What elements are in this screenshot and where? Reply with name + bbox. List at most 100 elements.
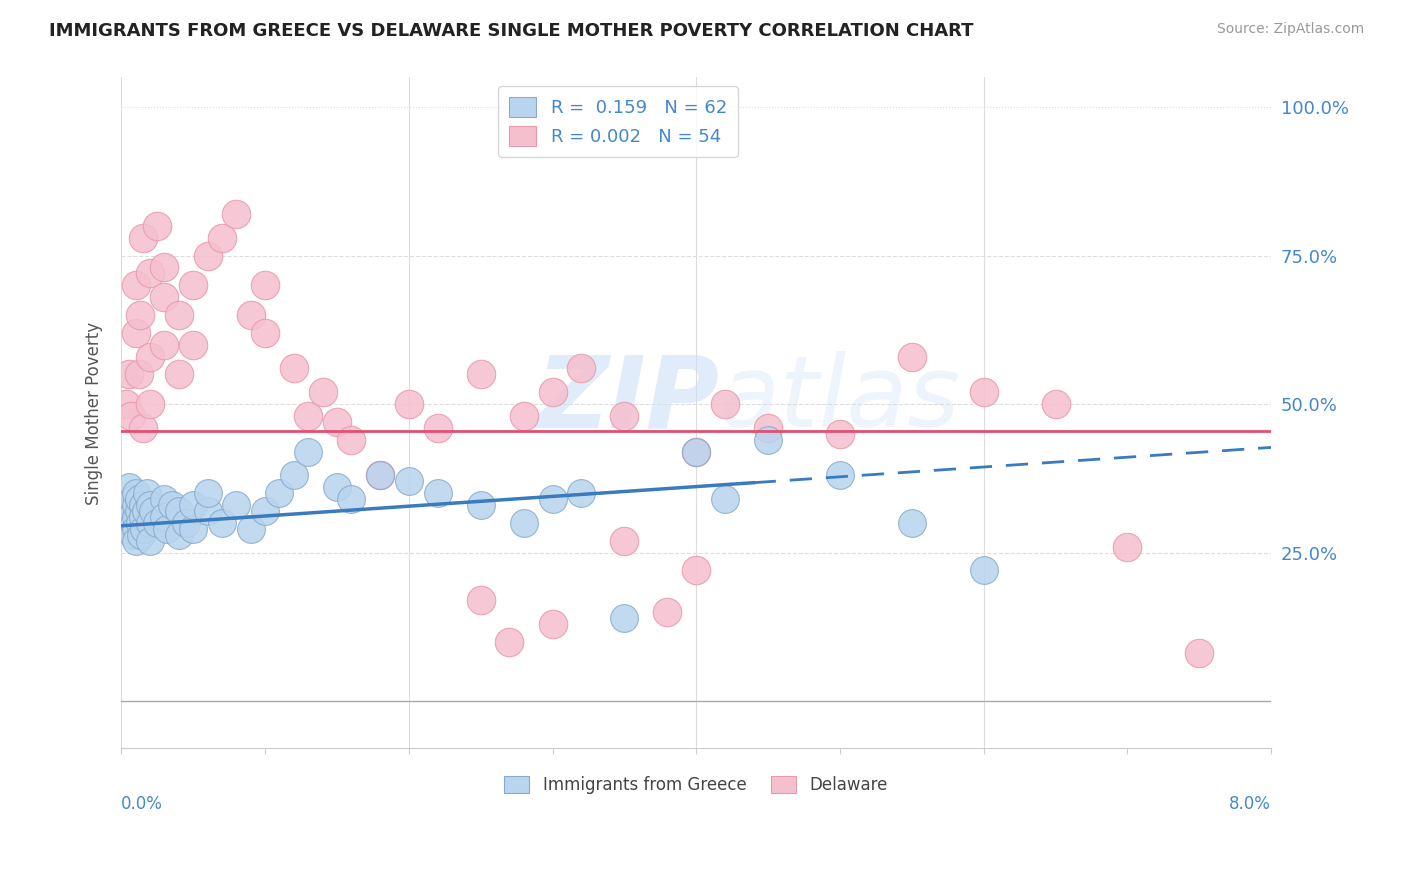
Point (139, 516, 162, 530)
Point (115, 516, 138, 530)
Point (613, 611, 636, 625)
Point (131, 527, 153, 541)
Point (132, 509, 155, 524)
Point (1116, 540, 1139, 554)
Point (1045, 397, 1067, 411)
Point (125, 278, 148, 293)
Point (125, 533, 148, 548)
Point (128, 491, 150, 506)
Point (167, 368, 190, 382)
Point (340, 491, 363, 506)
Point (254, 278, 277, 293)
Point (326, 415, 349, 429)
Point (239, 522, 262, 536)
Point (125, 486, 148, 500)
Point (685, 444, 707, 458)
Point (211, 231, 233, 245)
Point (125, 509, 148, 524)
Point (398, 397, 420, 411)
Point (239, 308, 262, 322)
Point (167, 527, 190, 541)
Point (326, 480, 349, 494)
Point (128, 368, 150, 382)
Point (181, 278, 204, 293)
Point (146, 516, 169, 530)
Point (470, 593, 492, 607)
Point (181, 498, 204, 512)
Text: 0.0%: 0.0% (121, 796, 163, 814)
Point (283, 361, 305, 376)
Point (211, 516, 233, 530)
Point (973, 385, 995, 400)
Point (132, 421, 155, 435)
Point (398, 475, 420, 489)
Point (153, 260, 176, 275)
Point (714, 397, 737, 411)
Point (156, 522, 179, 536)
Point (181, 337, 204, 351)
Point (254, 504, 277, 518)
Point (657, 605, 679, 619)
Text: Source: ZipAtlas.com: Source: ZipAtlas.com (1216, 22, 1364, 37)
Point (197, 249, 219, 263)
Point (120, 409, 142, 423)
Point (136, 486, 159, 500)
Point (513, 516, 536, 530)
Point (685, 563, 707, 577)
Point (973, 563, 995, 577)
Point (125, 522, 148, 536)
Point (134, 522, 156, 536)
Point (498, 634, 520, 648)
Point (160, 498, 183, 512)
Point (139, 267, 162, 281)
Point (340, 433, 363, 447)
Point (114, 498, 136, 512)
Point (135, 504, 157, 518)
Point (269, 486, 291, 500)
Point (174, 516, 197, 530)
Legend: Immigrants from Greece, Delaware: Immigrants from Greece, Delaware (498, 769, 894, 800)
Point (714, 491, 737, 506)
Point (139, 533, 162, 548)
Point (167, 504, 190, 518)
Point (153, 290, 176, 304)
Point (120, 509, 142, 524)
Point (685, 444, 707, 458)
Text: ZIP: ZIP (536, 351, 720, 448)
Point (613, 533, 636, 548)
Point (132, 231, 155, 245)
Point (470, 498, 492, 512)
Point (426, 421, 449, 435)
Point (114, 397, 136, 411)
Point (756, 433, 779, 447)
Text: IMMIGRANTS FROM GREECE VS DELAWARE SINGLE MOTHER POVERTY CORRELATION CHART: IMMIGRANTS FROM GREECE VS DELAWARE SINGL… (49, 22, 974, 40)
Point (368, 468, 391, 483)
Point (124, 516, 146, 530)
Point (181, 522, 204, 536)
Point (470, 368, 492, 382)
Point (117, 504, 139, 518)
Point (132, 498, 155, 512)
Point (569, 361, 592, 376)
Point (901, 516, 924, 530)
Point (1188, 647, 1211, 661)
Point (125, 326, 148, 340)
Point (368, 468, 391, 483)
Point (125, 498, 148, 512)
Point (513, 409, 536, 423)
Point (139, 397, 162, 411)
Point (128, 504, 150, 518)
Point (283, 468, 305, 483)
Point (541, 385, 564, 400)
Point (225, 498, 247, 512)
Point (121, 527, 143, 541)
Point (569, 486, 592, 500)
Point (153, 337, 176, 351)
Point (197, 504, 219, 518)
Point (541, 616, 564, 631)
Point (139, 498, 162, 512)
Point (225, 207, 247, 221)
Point (153, 509, 176, 524)
Point (118, 522, 141, 536)
Point (828, 468, 851, 483)
